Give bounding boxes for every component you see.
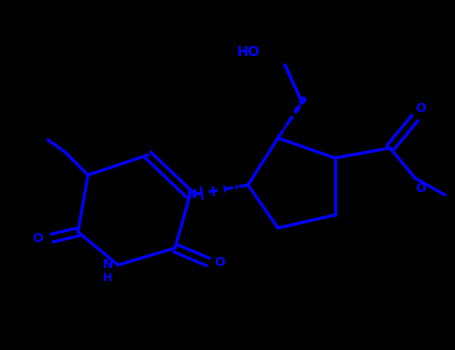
Text: HO: HO xyxy=(236,45,260,59)
Text: N: N xyxy=(187,189,197,202)
Text: H: H xyxy=(103,273,113,283)
Text: O: O xyxy=(416,102,426,114)
Text: O: O xyxy=(33,231,43,245)
Text: O: O xyxy=(416,182,426,195)
Text: N: N xyxy=(103,259,113,272)
Text: O: O xyxy=(215,256,225,268)
